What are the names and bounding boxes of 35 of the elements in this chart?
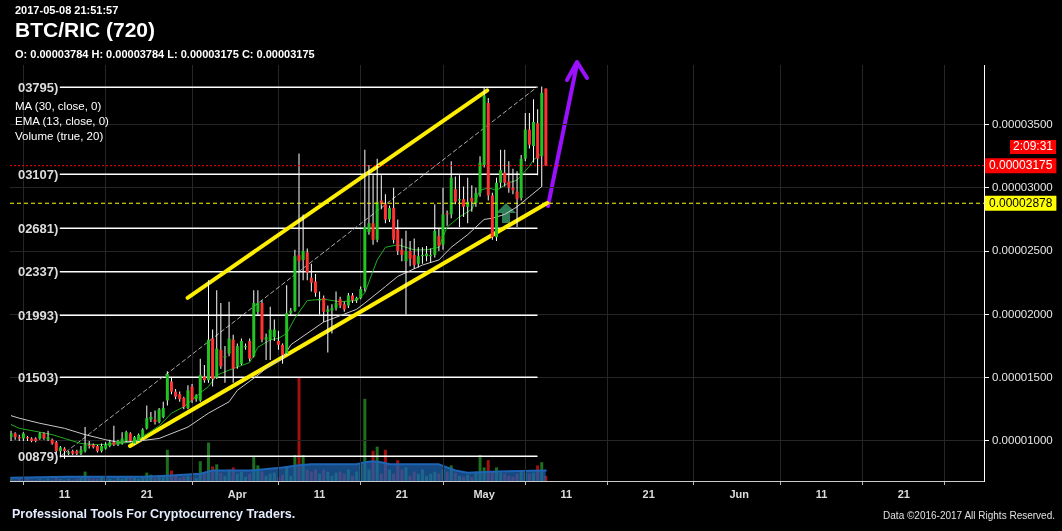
y-tick-label: 0.00003500 xyxy=(992,117,1053,130)
ref-line-label: 0.00002878 xyxy=(989,196,1053,211)
series-label: 02337) xyxy=(17,264,59,280)
chart-title: BTC/RIC (720) xyxy=(15,18,156,43)
text: Data ©2016-2017 All Rights Reserved. xyxy=(883,510,1055,522)
x-tick-label: 21 xyxy=(140,487,153,500)
x-tick-label: May xyxy=(473,487,496,500)
text: 2017-05-08 21:51:57 xyxy=(15,4,119,17)
x-tick-label: 11 xyxy=(815,487,828,500)
series-label: 03107) xyxy=(17,166,59,182)
x-tick-label: 11 xyxy=(560,487,573,500)
x-tick-label: 11 xyxy=(313,487,326,500)
y-tick-label: 0.00002500 xyxy=(992,244,1053,257)
x-tick-label: Jun xyxy=(729,487,750,500)
text: 2:09:31 xyxy=(1010,139,1057,154)
annotation: Volume (true, 20) xyxy=(15,130,104,144)
annotation: EMA (13, close, 0) xyxy=(15,115,109,129)
series-label: 00879) xyxy=(17,448,59,464)
x-tick-label: 11 xyxy=(58,487,71,500)
series-label: 01503) xyxy=(17,369,59,385)
y-tick-label: 0.00002000 xyxy=(992,307,1053,320)
series-label: 01993) xyxy=(17,307,59,323)
x-tick-label: 21 xyxy=(897,487,910,500)
y-tick-label: 0.00003000 xyxy=(992,180,1053,193)
x-tick-label: 21 xyxy=(642,487,655,500)
y-tick-label: 0.00001500 xyxy=(992,370,1053,383)
y-tick-label: 0.00001000 xyxy=(992,434,1053,447)
x-tick-label: 21 xyxy=(395,487,408,500)
x-tick-label: Apr xyxy=(227,487,248,500)
chart-subtitle: O: 0.00003784 H: 0.00003784 L: 0.00003175 C: 0.00003175 xyxy=(15,48,315,61)
annotation: MA (30, close, 0) xyxy=(15,100,102,114)
series-label: 02681) xyxy=(17,220,59,236)
series-label: 03795) xyxy=(17,79,59,95)
ref-line-label: 0.00003175 xyxy=(989,158,1053,173)
text: Professional Tools For Cryptocurrency Traders. xyxy=(12,507,296,522)
